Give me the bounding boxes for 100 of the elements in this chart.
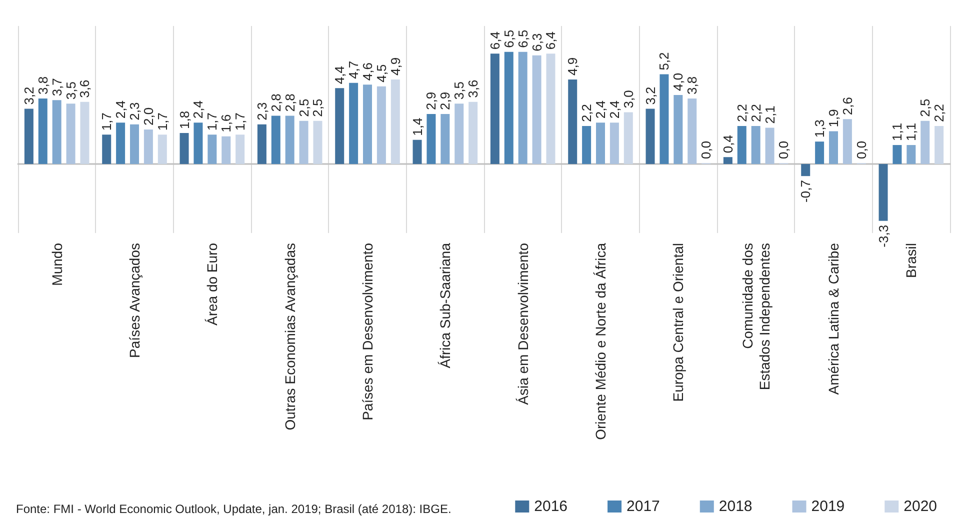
bar	[568, 79, 578, 164]
data-label: 2,2	[932, 104, 947, 122]
legend-label: 2020	[904, 498, 938, 515]
data-label: 0,0	[776, 140, 792, 159]
data-label: 6,5	[515, 30, 530, 48]
bar	[66, 104, 76, 164]
data-label: 5,2	[656, 52, 672, 70]
bar	[313, 120, 322, 164]
bar	[624, 112, 633, 164]
data-label: 1,3	[812, 119, 828, 138]
data-label: -0,7	[798, 180, 814, 202]
bar	[546, 54, 556, 164]
x-tick-label: América Latina & Caribe	[826, 242, 842, 395]
bar	[454, 104, 464, 164]
data-label: 2,3	[254, 102, 270, 120]
bar	[376, 86, 386, 164]
bar	[468, 102, 478, 164]
data-label: 1,1	[904, 122, 919, 142]
bar	[335, 88, 344, 164]
data-label: 0,0	[698, 140, 714, 159]
data-label: 2,5	[918, 98, 933, 117]
bar	[102, 134, 112, 164]
bar	[285, 116, 294, 164]
bar	[829, 131, 838, 164]
data-label: 2,4	[190, 100, 206, 119]
bar	[582, 126, 592, 164]
bar	[440, 114, 450, 164]
bar	[646, 108, 655, 164]
bar	[878, 164, 888, 221]
data-label: 3,5	[452, 82, 467, 100]
legend-label: 2016	[534, 498, 568, 515]
bar	[490, 54, 500, 164]
x-tick-label: Brasil	[903, 243, 920, 278]
data-label: 3,6	[77, 80, 92, 98]
data-label: 3,0	[620, 90, 636, 108]
bar	[815, 142, 824, 164]
bar	[390, 79, 400, 164]
data-label: 1,8	[176, 110, 192, 129]
bar	[934, 126, 944, 164]
data-label: 3,2	[21, 86, 36, 105]
data-label: 2,1	[762, 106, 778, 124]
bar	[842, 119, 852, 164]
bar	[504, 52, 514, 164]
data-label: 2,4	[113, 100, 128, 119]
data-label: 6,4	[543, 32, 558, 50]
data-label: 2,2	[579, 104, 594, 122]
data-label: 4,0	[670, 72, 686, 91]
legend-label: 2018	[718, 498, 752, 515]
bar	[737, 126, 746, 164]
data-label: 3,8	[684, 76, 700, 94]
bar	[38, 98, 48, 164]
bar	[180, 132, 189, 164]
bar	[24, 108, 34, 164]
bar	[412, 140, 422, 164]
data-label: 3,8	[35, 76, 50, 94]
legend-label: 2019	[811, 498, 845, 515]
data-label: 4,4	[332, 66, 348, 84]
data-label: 6,5	[501, 30, 516, 48]
data-label: 1,7	[99, 112, 114, 131]
bar	[688, 98, 697, 164]
bar	[660, 74, 669, 164]
data-label: 4,9	[565, 57, 580, 76]
data-label: 4,9	[388, 57, 403, 76]
bar	[363, 84, 372, 164]
bar	[116, 122, 126, 164]
bar	[426, 114, 436, 164]
bar	[723, 157, 732, 164]
data-label: 1,4	[410, 118, 425, 136]
bar	[130, 124, 139, 164]
x-tick-label: Comunidade dos Estados Independentes	[739, 243, 772, 390]
x-tick-label: Europa Central e Oriental	[670, 243, 686, 402]
bar	[674, 95, 683, 164]
bar	[596, 122, 605, 164]
legend-label: 2017	[626, 498, 660, 515]
x-tick-label: Mundo	[48, 242, 65, 286]
data-label: 0,0	[854, 140, 869, 159]
bar	[158, 134, 167, 164]
x-tick-label: Países Avançados	[126, 243, 142, 358]
bar	[610, 122, 619, 164]
x-tick-label: Países em Desenvolvimento	[360, 242, 376, 420]
data-label: 4,5	[374, 64, 389, 82]
bar	[892, 145, 902, 164]
data-label: 1,7	[232, 112, 248, 131]
data-label: 3,2	[642, 86, 658, 105]
bar	[52, 100, 62, 164]
data-label: 2,6	[840, 97, 855, 116]
data-label: 2,0	[140, 107, 156, 126]
bar	[194, 122, 203, 164]
data-label: 2,5	[296, 98, 312, 117]
data-label: 4,6	[360, 62, 375, 81]
bar	[236, 134, 245, 164]
bar	[906, 145, 916, 164]
bar	[920, 120, 930, 164]
bar	[208, 134, 217, 164]
bar	[299, 120, 308, 164]
x-tick-label: Outras Economias Avançadas	[282, 243, 298, 430]
data-label: 1,7	[204, 112, 220, 131]
bar	[80, 102, 90, 164]
data-label: 2,9	[438, 92, 453, 110]
bar	[257, 124, 266, 164]
